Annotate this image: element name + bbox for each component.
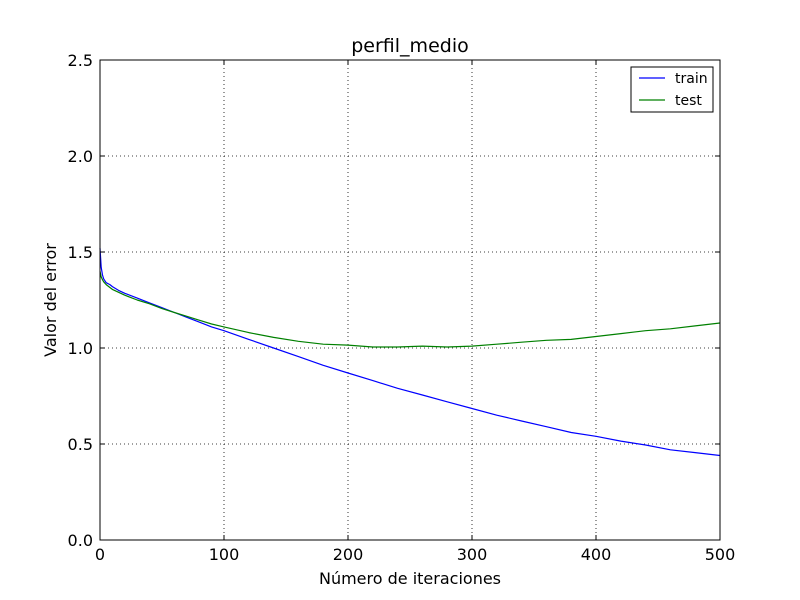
y-tick-label: 2.5 [68,51,93,70]
plot-frame [99,59,721,541]
y-tick-label: 0.0 [68,531,93,550]
x-tick-label: 500 [705,545,736,564]
series-line-test [99,271,721,348]
series-line-train [99,248,721,457]
x-tick-label: 100 [209,545,240,564]
legend-label-test: test [675,93,702,109]
x-axis-label: Número de iteraciones [319,569,501,588]
legend: train test [630,66,714,113]
series-layer [99,248,721,457]
x-tick-label: 300 [457,545,488,564]
x-tick-label: 0 [95,545,105,564]
x-tick-label: 200 [333,545,364,564]
y-tick-label: 0.5 [68,435,93,454]
x-tick-label: 400 [581,545,612,564]
y-tick-label: 1.0 [68,339,93,358]
y-axis-label: Valor del error [41,243,60,357]
legend-box [630,66,714,113]
x-tick-labels: 0 100 200 300 400 500 [95,545,735,564]
plot-area [100,60,720,540]
axis-ticks [99,59,721,541]
legend-label-train: train [675,71,708,87]
y-tick-labels: 0.0 0.5 1.0 1.5 2.0 2.5 [68,51,93,550]
y-tick-label: 2.0 [68,147,93,166]
chart-title: perfil_medio [351,35,468,57]
y-tick-label: 1.5 [68,243,93,262]
